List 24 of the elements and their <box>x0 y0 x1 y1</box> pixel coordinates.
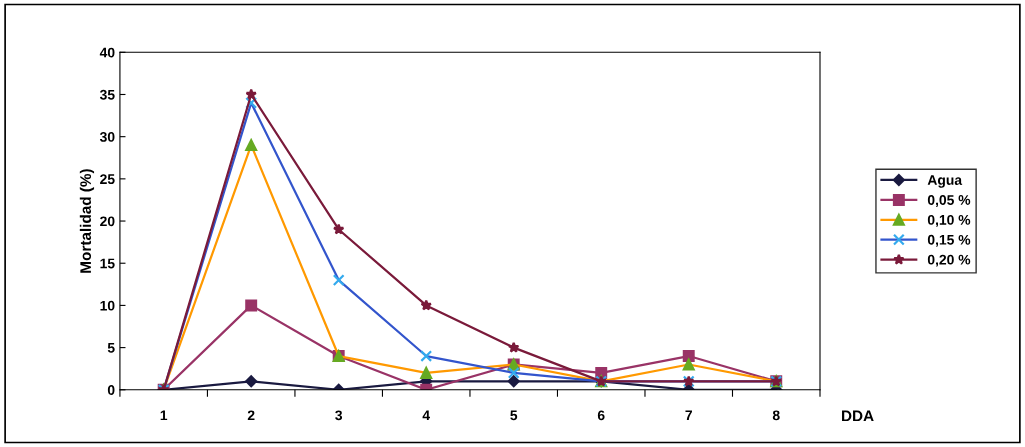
y-tick-label: 15 <box>100 258 115 269</box>
legend-label: Agua <box>927 175 963 188</box>
legend-label: 0,05 % <box>927 195 971 207</box>
y-tick-label: 5 <box>107 343 115 353</box>
legend-label: 0,10 % <box>927 214 971 227</box>
x-tick-label: 7 <box>685 410 692 421</box>
y-tick-label: 35 <box>99 89 115 100</box>
x-tick-label: 3 <box>335 410 343 421</box>
y-tick-label: 10 <box>100 300 115 311</box>
y-tick-label: 20 <box>100 216 115 227</box>
x-tick-label: 6 <box>597 410 605 421</box>
legend-label: 0,15 % <box>927 234 971 247</box>
x-tick-label: 1 <box>160 410 168 421</box>
legend-label: 0,20 % <box>927 254 971 267</box>
x-tick-label: 4 <box>422 410 430 421</box>
x-tick-label: 5 <box>510 410 518 421</box>
x-tick-label: 2 <box>247 410 255 421</box>
y-tick-label: 25 <box>100 174 115 185</box>
y-tick-label: 30 <box>99 132 115 142</box>
y-tick-label: 40 <box>99 47 115 58</box>
y-tick-label: 0 <box>107 385 115 395</box>
x-tick-label: 8 <box>772 410 780 421</box>
y-axis-title: Mortalidad (%) <box>79 169 95 273</box>
x-axis-title: DDA <box>842 410 874 422</box>
